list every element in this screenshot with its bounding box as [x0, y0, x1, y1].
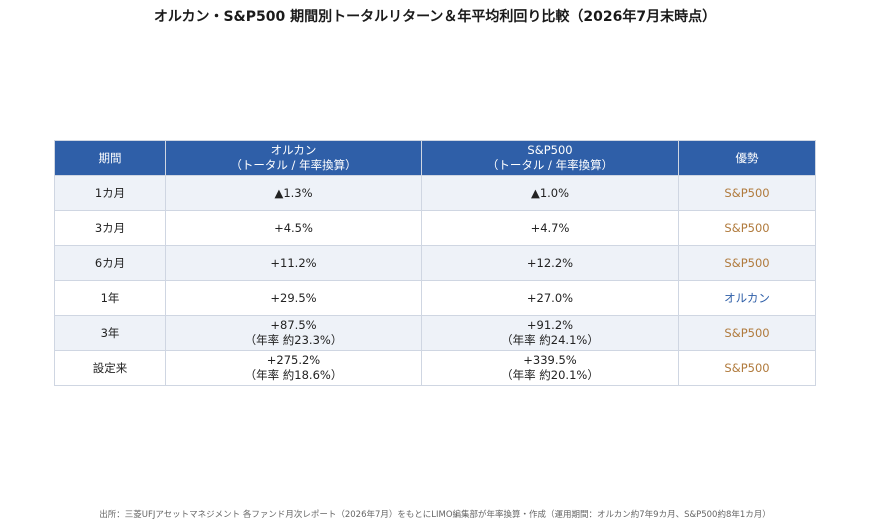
table-row: 3年 +87.5% （年率 約23.3%） +91.2% （年率 約24.1%）… — [54, 315, 816, 351]
period-cell: 1カ月 — [54, 175, 166, 211]
table-row: 設定来 +275.2% （年率 約18.6%） +339.5% （年率 約20.… — [54, 350, 816, 386]
header-orukan-sub: （トータル / 年率換算） — [230, 158, 357, 172]
sp500-total: +91.2% — [526, 318, 574, 332]
advantage-cell: オルカン — [678, 280, 816, 316]
sp500-annual: （年率 約24.1%） — [501, 333, 599, 347]
sp500-total: +27.0% — [526, 290, 574, 305]
sp500-total: +12.2% — [526, 255, 574, 270]
orukan-total: +275.2% — [266, 353, 321, 367]
sp500-total: +339.5% — [523, 353, 577, 367]
header-sp500-name: S&P500 — [527, 143, 573, 157]
page-title: オルカン・S&P500 期間別トータルリターン＆年平均利回り比較（2026年7月… — [153, 9, 717, 25]
period-cell: 3カ月 — [54, 210, 166, 246]
sp500-cell: ▲1.0% — [421, 175, 679, 211]
orukan-cell: +87.5% （年率 約23.3%） — [165, 315, 422, 351]
orukan-annual: （年率 約18.6%） — [244, 368, 343, 382]
sp500-cell: +12.2% — [421, 245, 679, 281]
advantage-cell: S&P500 — [678, 175, 816, 211]
header-orukan-name: オルカン — [270, 143, 317, 157]
orukan-cell: +4.5% — [165, 210, 422, 246]
orukan-cell: +11.2% — [165, 245, 422, 281]
sp500-cell: +339.5% （年率 約20.1%） — [421, 350, 679, 386]
advantage-cell: S&P500 — [678, 210, 816, 246]
advantage-cell: S&P500 — [678, 350, 816, 386]
advantage-cell: S&P500 — [678, 245, 816, 281]
period-cell: 6カ月 — [54, 245, 166, 281]
orukan-cell: +29.5% — [165, 280, 422, 316]
period-cell: 1年 — [54, 280, 166, 316]
orukan-annual: （年率 約23.3%） — [244, 333, 343, 347]
period-cell: 設定来 — [54, 350, 166, 386]
orukan-total: +11.2% — [270, 255, 317, 270]
header-sp500: S&P500 （トータル / 年率換算） — [421, 140, 679, 176]
table-header-row: 期間 オルカン （トータル / 年率換算） S&P500 （トータル / 年率換… — [54, 140, 816, 176]
orukan-total: +29.5% — [270, 290, 317, 305]
sp500-cell: +27.0% — [421, 280, 679, 316]
table-row: 1カ月 ▲1.3% ▲1.0% S&P500 — [54, 175, 816, 211]
orukan-total: ▲1.3% — [274, 185, 313, 200]
source-note: 出所：三菱UFJアセットマネジメント 各ファンド月次レポート（2026年7月）を… — [99, 510, 771, 520]
orukan-total: +4.5% — [274, 220, 313, 235]
sp500-cell: +91.2% （年率 約24.1%） — [421, 315, 679, 351]
table-row: 1年 +29.5% +27.0% オルカン — [54, 280, 816, 316]
orukan-total: +87.5% — [270, 318, 317, 332]
header-period: 期間 — [54, 140, 166, 176]
sp500-total: +4.7% — [530, 220, 570, 235]
period-cell: 3年 — [54, 315, 166, 351]
header-orukan: オルカン （トータル / 年率換算） — [165, 140, 422, 176]
header-advantage: 優勢 — [678, 140, 816, 176]
header-sp500-sub: （トータル / 年率換算） — [486, 158, 614, 172]
table-row: 6カ月 +11.2% +12.2% S&P500 — [54, 245, 816, 281]
comparison-table: 期間 オルカン （トータル / 年率換算） S&P500 （トータル / 年率換… — [54, 140, 816, 386]
orukan-cell: +275.2% （年率 約18.6%） — [165, 350, 422, 386]
orukan-cell: ▲1.3% — [165, 175, 422, 211]
sp500-total: ▲1.0% — [530, 185, 570, 200]
table-row: 3カ月 +4.5% +4.7% S&P500 — [54, 210, 816, 246]
sp500-cell: +4.7% — [421, 210, 679, 246]
sp500-annual: （年率 約20.1%） — [501, 368, 599, 382]
advantage-cell: S&P500 — [678, 315, 816, 351]
